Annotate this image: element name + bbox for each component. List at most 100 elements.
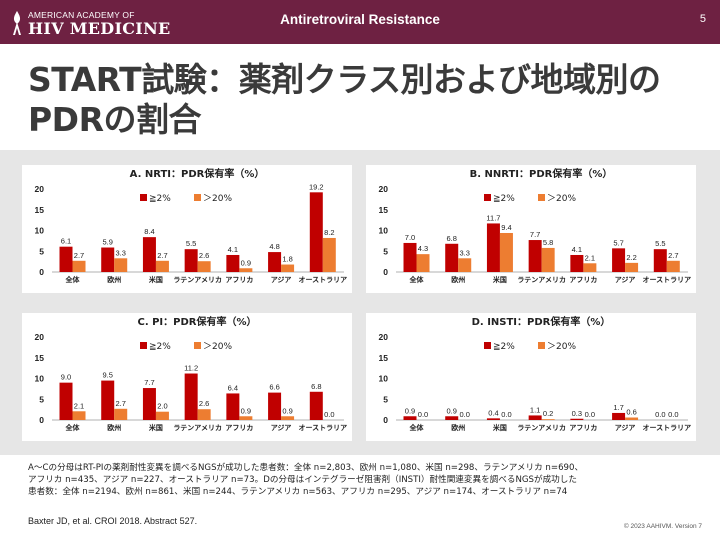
x-tick-label: 欧州 [107,275,121,284]
bar [72,260,86,272]
bar [322,237,336,272]
data-label: 5.8 [543,238,553,247]
bar [59,382,73,420]
x-tick-label: ラテンアメリカ [173,424,222,432]
y-tick-label: 20 [379,184,389,194]
data-label: 8.2 [324,228,334,237]
y-tick-label: 5 [383,246,388,256]
y-tick-label: 5 [383,394,388,404]
bar [72,411,86,420]
bar [184,249,198,272]
x-tick-label: アフリカ [225,276,253,284]
bar [226,393,240,420]
y-tick-label: 10 [379,226,389,236]
data-label: 2.7 [74,251,84,260]
x-tick-label: アフリカ [569,276,597,284]
legend-label: ＞20% [547,194,576,204]
data-label: 2.2 [626,253,636,262]
legend-swatch [484,194,491,201]
data-label: 0.3 [572,409,582,418]
y-tick-label: 0 [383,267,388,277]
data-label: 9.4 [501,223,511,232]
chart-svg: C. PI：PDR保有率（%） ≧2% ＞20% 0 5 10 15 20 9.0 2.1 全体 9.… [35,315,348,432]
data-label: 3.3 [460,248,470,257]
header-title: Antiretroviral Resistance [280,12,440,27]
legend-label: ≧2% [493,194,515,204]
bar [541,247,555,272]
bar [281,264,295,272]
data-label: 4.3 [418,244,428,253]
x-tick-label: アジア [615,276,636,284]
chart-legend: ≧2% ＞20% [140,342,232,352]
chart-title: C. PI：PDR保有率（%） [137,315,256,328]
y-tick-label: 15 [379,205,389,215]
data-label: 0.4 [488,408,498,417]
x-tick-label: アジア [271,424,292,432]
bar [528,240,542,272]
footnotes: A～Cの分母はRT-PIの薬剤耐性変異を調べるNGSが成功した患者数：全体 n=… [28,462,698,498]
bar [281,416,295,420]
bar [239,416,253,420]
x-tick-label: 米国 [492,275,507,284]
legend-label: ≧2% [149,194,171,204]
legend-label: ＞20% [203,342,232,352]
y-tick-label: 0 [39,267,44,277]
bar [155,260,169,272]
bar [570,254,584,272]
x-tick-label: 米国 [148,423,163,432]
bar [155,411,169,420]
legend-swatch [140,342,147,349]
bar [226,254,240,272]
data-label: 5.5 [186,239,196,248]
chart-title: B. NNRTI：PDR保有率（%） [470,167,613,180]
y-tick-label: 10 [35,226,45,236]
data-label: 2.1 [585,253,595,262]
chart-svg: B. NNRTI：PDR保有率（%） ≧2% ＞20% 0 5 10 15 20 7.04.3 全… [379,167,692,284]
data-label: 0.0 [668,410,678,419]
bar [101,247,115,272]
y-tick-label: 5 [39,394,44,404]
data-label: 11.7 [486,213,500,222]
bar [184,373,198,420]
chart-panel-nnrti: B. NNRTI：PDR保有率（%） ≧2% ＞20% 0 5 10 15 20 7.0 4.3 全… [366,165,696,293]
bar [197,261,211,272]
x-tick-label: アフリカ [225,424,253,432]
chart-legend: ≧2% ＞20% [484,194,576,204]
x-tick-label: オーストラリア [298,276,347,284]
data-label: 9.5 [103,371,113,380]
data-label: 0.0 [501,410,511,419]
legend-swatch [538,342,545,349]
logo-icon [13,11,21,35]
x-tick-label: アフリカ [569,424,597,432]
bar [142,237,156,272]
legend-swatch [484,342,491,349]
bar [486,223,500,272]
data-label: 0.0 [655,410,665,419]
data-label: 0.9 [241,406,251,415]
data-label: 5.5 [655,239,665,248]
y-tick-label: 10 [379,374,389,384]
x-tick-label: 米国 [148,275,163,284]
data-label: 4.1 [228,245,238,254]
x-tick-label: 欧州 [451,275,465,284]
legend-swatch [538,194,545,201]
bar [197,409,211,420]
bar [268,392,282,420]
x-tick-label: アジア [271,276,292,284]
x-tick-label: 全体 [65,423,81,432]
data-label: 6.6 [269,383,279,392]
data-label: 19.2 [309,182,324,191]
bar [570,418,584,420]
x-tick-label: オーストラリア [642,276,691,284]
bar [445,416,459,420]
bar [239,268,253,272]
legend-label: ＞20% [203,194,232,204]
data-label: 2.7 [116,399,126,408]
footnote-line: アフリカ n=435、アジア n=227、オーストラリア n=73。Dの分母はイ… [28,475,577,485]
data-label: 8.4 [144,227,154,236]
data-label: 0.6 [626,408,636,417]
data-label: 2.6 [199,399,209,408]
data-label: 2.6 [199,251,209,260]
y-tick-label: 0 [383,415,388,425]
